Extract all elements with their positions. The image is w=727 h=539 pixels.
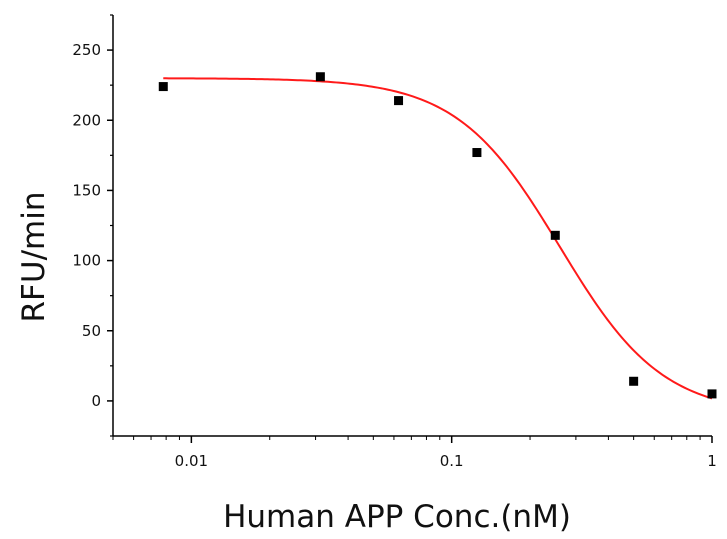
x-tick-label: 1: [707, 452, 717, 470]
y-tick-label: 200: [72, 111, 101, 129]
data-point: [394, 96, 404, 106]
y-tick-label: 0: [91, 392, 101, 410]
y-tick-label: 150: [72, 181, 101, 199]
x-axis-title: Human APP Conc.(nM): [223, 499, 571, 535]
y-tick-label: 50: [82, 322, 101, 340]
x-axis-ticks: 0.01 0.1 1: [112, 436, 717, 470]
data-point: [158, 82, 168, 92]
y-axis-ticks: 0 50 100 150 200 250: [72, 14, 113, 437]
data-point: [472, 148, 482, 158]
fit-curve: [163, 77, 713, 400]
data-point: [629, 376, 639, 386]
data-point: [707, 389, 717, 399]
y-tick-label: 250: [72, 41, 101, 59]
data-points: [158, 72, 717, 399]
y-axis-title: RFU/min: [16, 192, 52, 323]
x-tick-label: 0.01: [175, 452, 208, 470]
x-tick-label: 0.1: [440, 452, 464, 470]
fit-curve-group: [163, 77, 713, 400]
data-point: [550, 230, 560, 240]
y-tick-label: 100: [72, 252, 101, 270]
data-point: [315, 72, 325, 82]
